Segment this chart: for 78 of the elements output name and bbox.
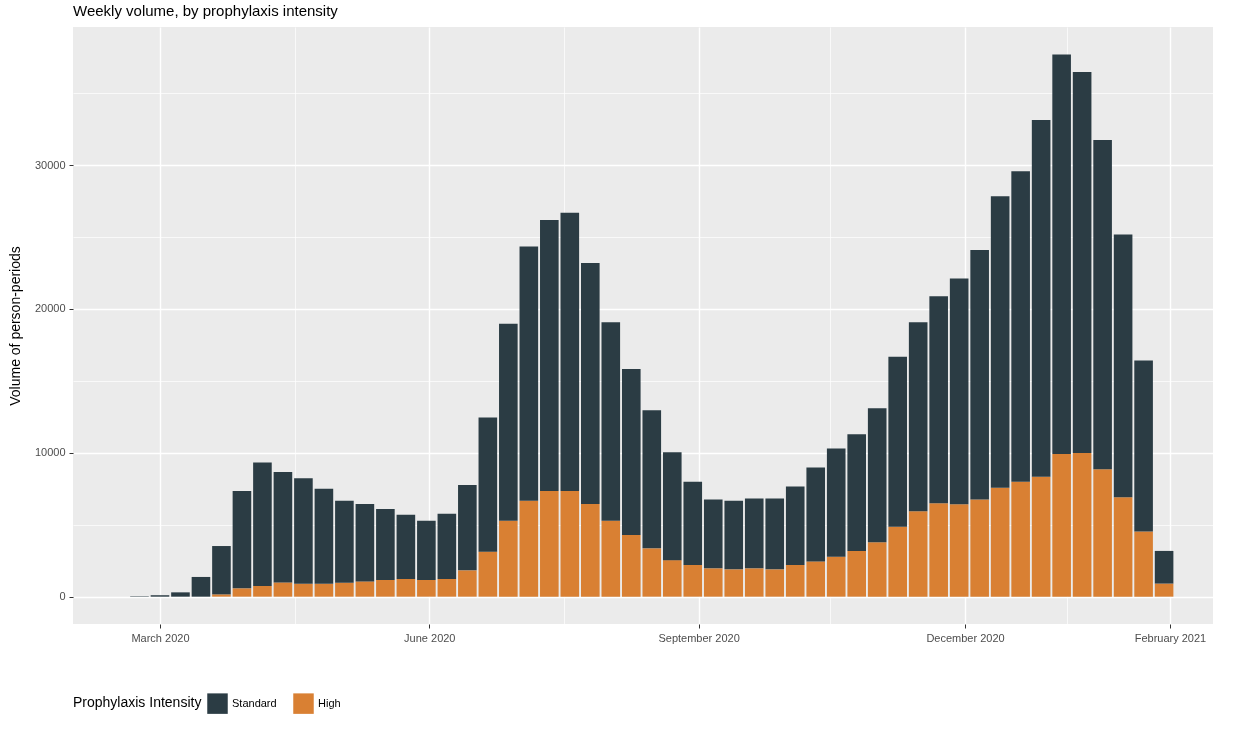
bar [1052, 454, 1071, 597]
bar [417, 520, 436, 580]
y-tick-label: 0 [59, 590, 66, 603]
bar [273, 472, 293, 583]
bar [519, 246, 539, 501]
bar [1113, 234, 1133, 498]
bar [355, 581, 375, 597]
bar [949, 504, 969, 597]
bar [417, 579, 436, 597]
bar [396, 578, 416, 597]
bar [335, 582, 354, 597]
bar [478, 551, 498, 597]
bar [212, 594, 231, 597]
bar [1154, 583, 1174, 597]
bar [908, 511, 928, 597]
bar [499, 520, 518, 597]
bar [437, 513, 457, 579]
bar [314, 488, 334, 584]
bar [458, 485, 477, 571]
bar [437, 578, 457, 597]
bar [458, 570, 477, 597]
bar [540, 220, 559, 492]
legend-label: High [318, 696, 341, 709]
bar [929, 296, 948, 504]
bar [1113, 497, 1133, 597]
bar [1134, 360, 1153, 532]
bar [314, 583, 334, 597]
bar [1031, 476, 1051, 597]
bar [1093, 140, 1112, 470]
bar [990, 196, 1010, 488]
bar [1072, 452, 1092, 597]
bar [171, 592, 190, 597]
bar [990, 487, 1010, 597]
x-tick-label: June 2020 [404, 631, 456, 644]
bar [376, 579, 395, 597]
legend-title: Prophylaxis Intensity [73, 694, 202, 710]
bar [335, 500, 354, 583]
bar [929, 503, 948, 597]
y-tick-label: 30000 [34, 158, 66, 171]
bar [1052, 54, 1071, 455]
bar [478, 417, 498, 552]
bar [560, 491, 580, 597]
legend-label: Standard [232, 696, 277, 709]
bar [1154, 550, 1174, 584]
bar [519, 500, 539, 597]
bar [970, 499, 989, 597]
bar [212, 546, 231, 595]
bar [499, 323, 518, 521]
bar [1011, 171, 1030, 482]
y-axis-title: Volume of person-periods [6, 246, 23, 406]
bar [253, 586, 272, 597]
bar [355, 504, 375, 582]
bar [273, 582, 293, 597]
x-tick-label: December 2020 [926, 631, 1005, 644]
bar [1031, 120, 1051, 477]
bar [1011, 481, 1030, 597]
bar [294, 583, 313, 597]
bar [376, 509, 395, 580]
bar [1134, 531, 1153, 597]
bar [232, 588, 252, 597]
bar [908, 322, 928, 512]
x-tick-label: September 2020 [658, 631, 740, 644]
x-tick-label: March 2020 [131, 631, 190, 644]
bar [970, 249, 989, 500]
bar [1072, 72, 1092, 453]
bar [253, 462, 272, 587]
bar [560, 212, 580, 492]
bar [540, 491, 559, 597]
x-tick-label: February 2021 [1134, 631, 1207, 644]
bar [1093, 469, 1112, 597]
chart-title: Weekly volume, by prophylaxis intensity [73, 2, 339, 19]
y-tick-label: 10000 [34, 446, 66, 459]
bar [294, 478, 313, 584]
bar [191, 576, 211, 597]
y-tick-label: 20000 [34, 302, 66, 315]
bar [396, 514, 416, 579]
bar [232, 491, 252, 589]
bar [949, 278, 969, 505]
